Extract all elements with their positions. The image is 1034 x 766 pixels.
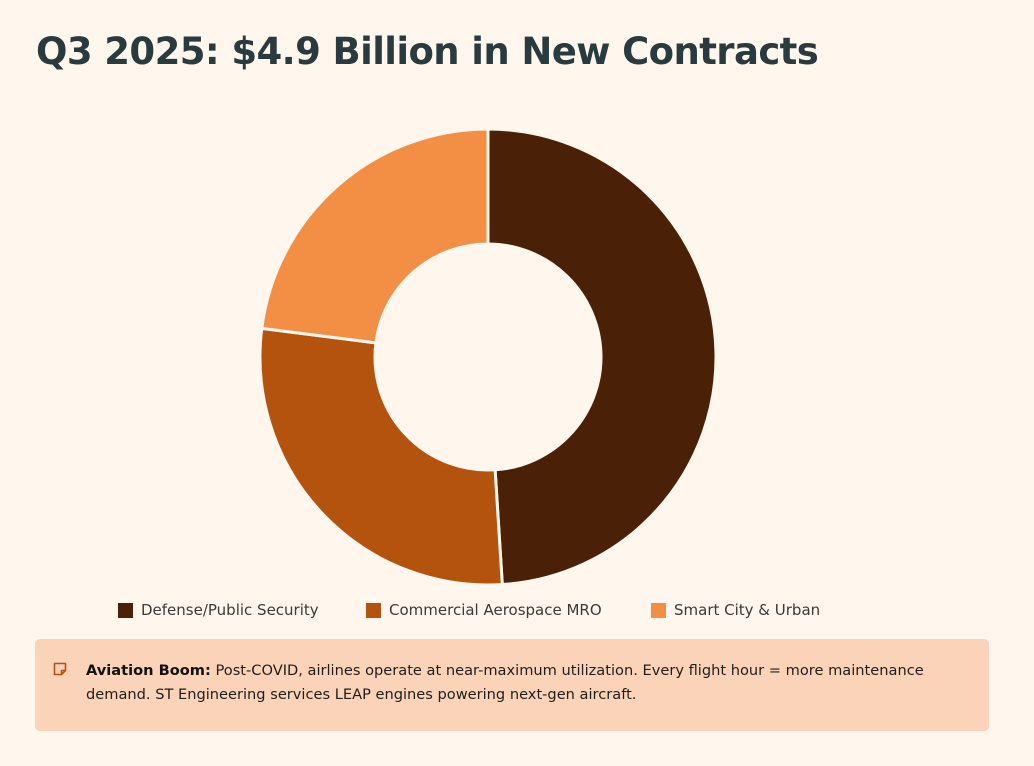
legend-item-defense[interactable]: Defense/Public Security bbox=[118, 601, 319, 619]
insight-callout: Aviation Boom: Post-COVID, airlines oper… bbox=[35, 639, 989, 731]
chart-title: Q3 2025: $4.9 Billion in New Contracts bbox=[36, 30, 819, 73]
legend-item-aerospace-mro[interactable]: Commercial Aerospace MRO bbox=[366, 601, 602, 619]
note-icon bbox=[53, 662, 67, 676]
legend-swatch-smart-city bbox=[651, 602, 666, 618]
slice-aerospace-mro[interactable] bbox=[258, 326, 504, 587]
legend-label-defense: Defense/Public Security bbox=[141, 601, 319, 619]
callout-text: Aviation Boom: Post-COVID, airlines oper… bbox=[86, 659, 966, 707]
callout-bold-label: Aviation Boom: bbox=[86, 662, 211, 679]
legend-item-smart-city[interactable]: Smart City & Urban bbox=[651, 601, 820, 619]
slice-smart-city[interactable] bbox=[260, 127, 490, 345]
legend-swatch-defense bbox=[118, 602, 133, 618]
legend-label-smart-city: Smart City & Urban bbox=[674, 601, 821, 619]
callout-body: Post-COVID, airlines operate at near-max… bbox=[86, 662, 924, 703]
slice-defense[interactable] bbox=[486, 127, 718, 587]
legend-label-aerospace-mro: Commercial Aerospace MRO bbox=[389, 601, 602, 619]
legend-swatch-aerospace-mro bbox=[366, 602, 381, 618]
donut-chart bbox=[258, 127, 718, 587]
chart-legend: Defense/Public Security Commercial Aeros… bbox=[0, 601, 1034, 625]
